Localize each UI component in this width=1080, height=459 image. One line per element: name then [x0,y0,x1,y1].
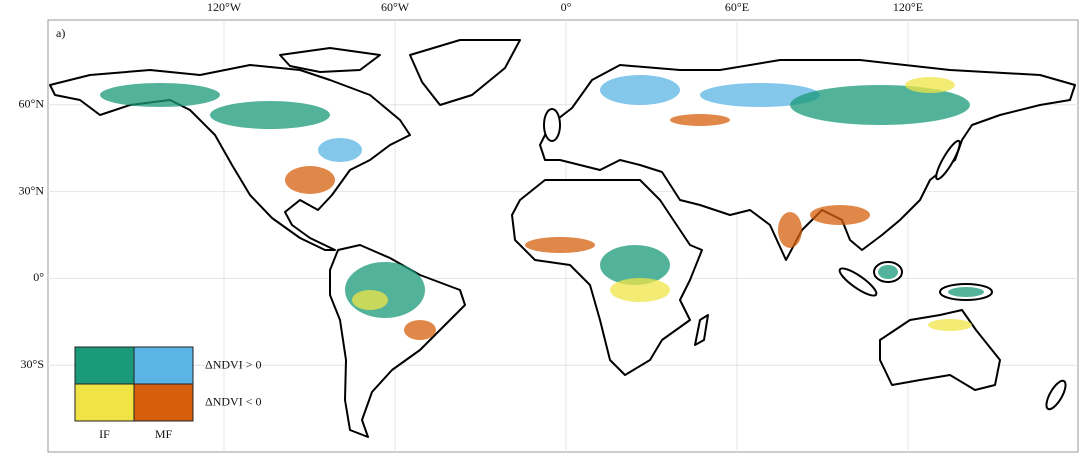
new-zealand [1045,379,1067,411]
lon-tick-label: 120°E [893,0,923,14]
veg-patch [810,205,870,225]
legend-swatch [74,383,135,422]
legend-row-label: ΔNDVI < 0 [205,394,261,408]
veg-patch [318,138,362,162]
lon-tick-label: 60°W [381,0,410,14]
veg-patch [525,237,595,253]
britain [543,108,561,142]
africa [511,179,703,376]
veg-patch [778,212,802,248]
veg-patch [670,114,730,126]
veg-patch [790,85,970,125]
japan [935,139,961,181]
veg-patch [100,83,220,107]
veg-patch [948,287,984,297]
legend-row-label: ΔNDVI > 0 [205,357,261,371]
lat-tick-label: 30°N [19,183,45,197]
legend-col-label: IF [99,427,110,441]
lat-tick-label: 0° [33,270,44,284]
lat-tick-label: 60°N [19,97,45,111]
legend: ΔNDVI > 0 ΔNDVI < 0 IF MF [74,346,261,441]
veg-patch [285,166,335,194]
veg-patch [345,262,425,318]
panel-label: a) [56,26,65,40]
greenland [409,39,521,106]
legend-col-label: MF [155,427,173,441]
madagascar [694,314,709,346]
sumatra [838,267,878,297]
veg-patch [700,83,820,107]
australia [879,309,1001,391]
lon-tick-label: 120°W [207,0,242,14]
legend-swatch [133,346,194,385]
legend-swatch [133,383,194,422]
veg-patch [352,290,388,310]
lon-tick-label: 60°E [725,0,749,14]
veg-patch [905,77,955,93]
veg-patch [878,265,898,279]
lon-tick-label: 0° [561,0,572,14]
veg-patch [600,245,670,285]
veg-patch [210,101,330,129]
veg-patch [600,75,680,105]
vegetation-change [100,75,984,340]
legend-swatch [74,346,135,385]
veg-patch [928,319,972,331]
veg-patch [404,320,436,340]
arctic-islands [279,47,381,73]
lat-tick-label: 30°S [21,357,44,371]
veg-patch [610,278,670,302]
